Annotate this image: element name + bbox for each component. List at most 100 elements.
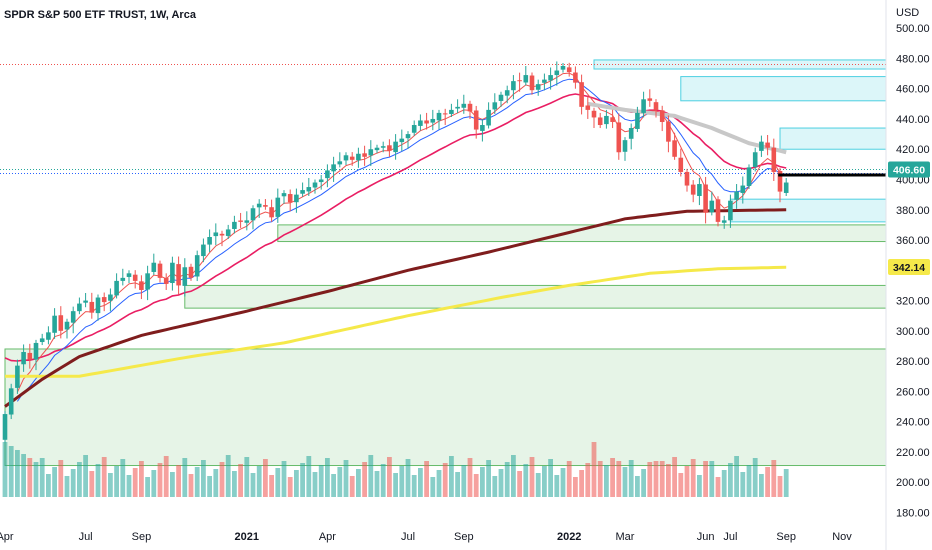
candle-body <box>678 157 684 172</box>
candle-body <box>356 153 361 161</box>
candle-body <box>585 105 591 110</box>
candle-body <box>151 262 157 272</box>
candle-body <box>318 179 324 183</box>
x-tick-label: Apr <box>319 531 336 543</box>
candle-body <box>188 266 194 278</box>
candle-body <box>114 280 119 296</box>
candle-body <box>610 117 615 122</box>
candle-body <box>238 220 243 222</box>
candle-body <box>83 300 88 303</box>
volume-bar <box>83 455 88 497</box>
candle-body <box>653 102 659 110</box>
volume-bar <box>101 457 107 497</box>
volume-bar <box>523 464 529 497</box>
sma200-price-tag: 342.14 <box>893 262 925 274</box>
volume-bar <box>486 460 491 497</box>
volume-bar <box>132 468 138 497</box>
candle-body <box>170 262 175 284</box>
volume-bar <box>15 450 20 497</box>
candle-body <box>498 94 504 101</box>
candle-body <box>269 207 274 218</box>
candle-body <box>101 297 107 303</box>
candle-body <box>89 301 95 313</box>
volume-bar <box>114 466 119 497</box>
candle-body <box>597 117 603 126</box>
y-tick-label: 460.00 <box>896 84 930 96</box>
volume-bar <box>95 464 101 497</box>
candle-body <box>132 274 138 281</box>
volume-bar <box>151 470 157 497</box>
volume-bar <box>356 469 361 497</box>
volume-bar <box>163 456 169 497</box>
y-tick-label: 420.00 <box>896 144 930 156</box>
volume-bar <box>170 472 175 497</box>
volume-bar <box>405 459 411 497</box>
x-tick-label: 2022 <box>557 531 581 543</box>
candle-body <box>15 365 20 388</box>
zone-blue-0 <box>593 59 887 70</box>
candle-body <box>430 118 436 123</box>
volume-bar <box>659 461 665 497</box>
candle-body <box>783 182 789 193</box>
volume-bar <box>77 462 82 497</box>
volume-bar <box>622 467 628 497</box>
volume-bar <box>424 461 429 497</box>
candle-body <box>746 167 752 187</box>
volume-bar <box>703 461 708 497</box>
volume-bar <box>697 475 702 497</box>
candle-body <box>517 80 522 82</box>
candle-body <box>145 273 150 290</box>
candle-body <box>52 315 57 333</box>
volume-bar <box>628 460 634 497</box>
candle-body <box>219 233 225 236</box>
x-tick-label: Jul <box>79 531 93 543</box>
candle-body <box>467 103 473 112</box>
candle-body <box>139 281 144 290</box>
volume-bar <box>585 463 591 497</box>
candle-body <box>207 237 212 245</box>
candle-body <box>697 184 702 196</box>
candle-body <box>126 273 132 277</box>
y-tick-label: 240.00 <box>896 417 930 429</box>
candle-body <box>442 113 448 115</box>
candle-body <box>486 109 491 126</box>
candle-body <box>46 332 51 340</box>
candle-body <box>337 161 343 165</box>
volume-bar <box>263 459 268 497</box>
volume-bar <box>219 462 225 497</box>
volume-bar <box>182 458 188 497</box>
volume-bar <box>157 463 163 497</box>
volume-bar <box>672 457 677 497</box>
x-tick-label: Jul <box>723 531 737 543</box>
volume-bar <box>201 460 206 497</box>
candle-body <box>77 303 82 312</box>
volume-bar <box>690 459 696 497</box>
volume-bar <box>349 476 355 497</box>
volume-bar <box>225 455 231 497</box>
volume-bar <box>269 475 274 497</box>
volume-bar <box>554 475 560 497</box>
volume-bar <box>33 462 39 497</box>
zone-green-4 <box>277 224 887 243</box>
candle-body <box>182 267 188 286</box>
volume-bar <box>752 458 758 497</box>
volume-bar <box>64 476 70 497</box>
volume-bar <box>331 474 336 497</box>
volume-bar <box>740 472 746 497</box>
volume-bar <box>374 471 380 497</box>
volume-bar <box>300 463 305 497</box>
volume-bar <box>387 457 392 497</box>
candle-body <box>411 125 417 133</box>
candle-body <box>256 203 262 208</box>
candle-body <box>393 141 398 153</box>
volume-bar <box>108 473 113 497</box>
zone-green-5 <box>184 284 887 309</box>
y-tick-label: 360.00 <box>896 235 930 247</box>
candle-body <box>542 79 547 83</box>
candle-body <box>666 121 671 142</box>
volume-bar <box>362 462 367 497</box>
volume-bar <box>8 446 14 497</box>
candle-body <box>58 315 64 331</box>
